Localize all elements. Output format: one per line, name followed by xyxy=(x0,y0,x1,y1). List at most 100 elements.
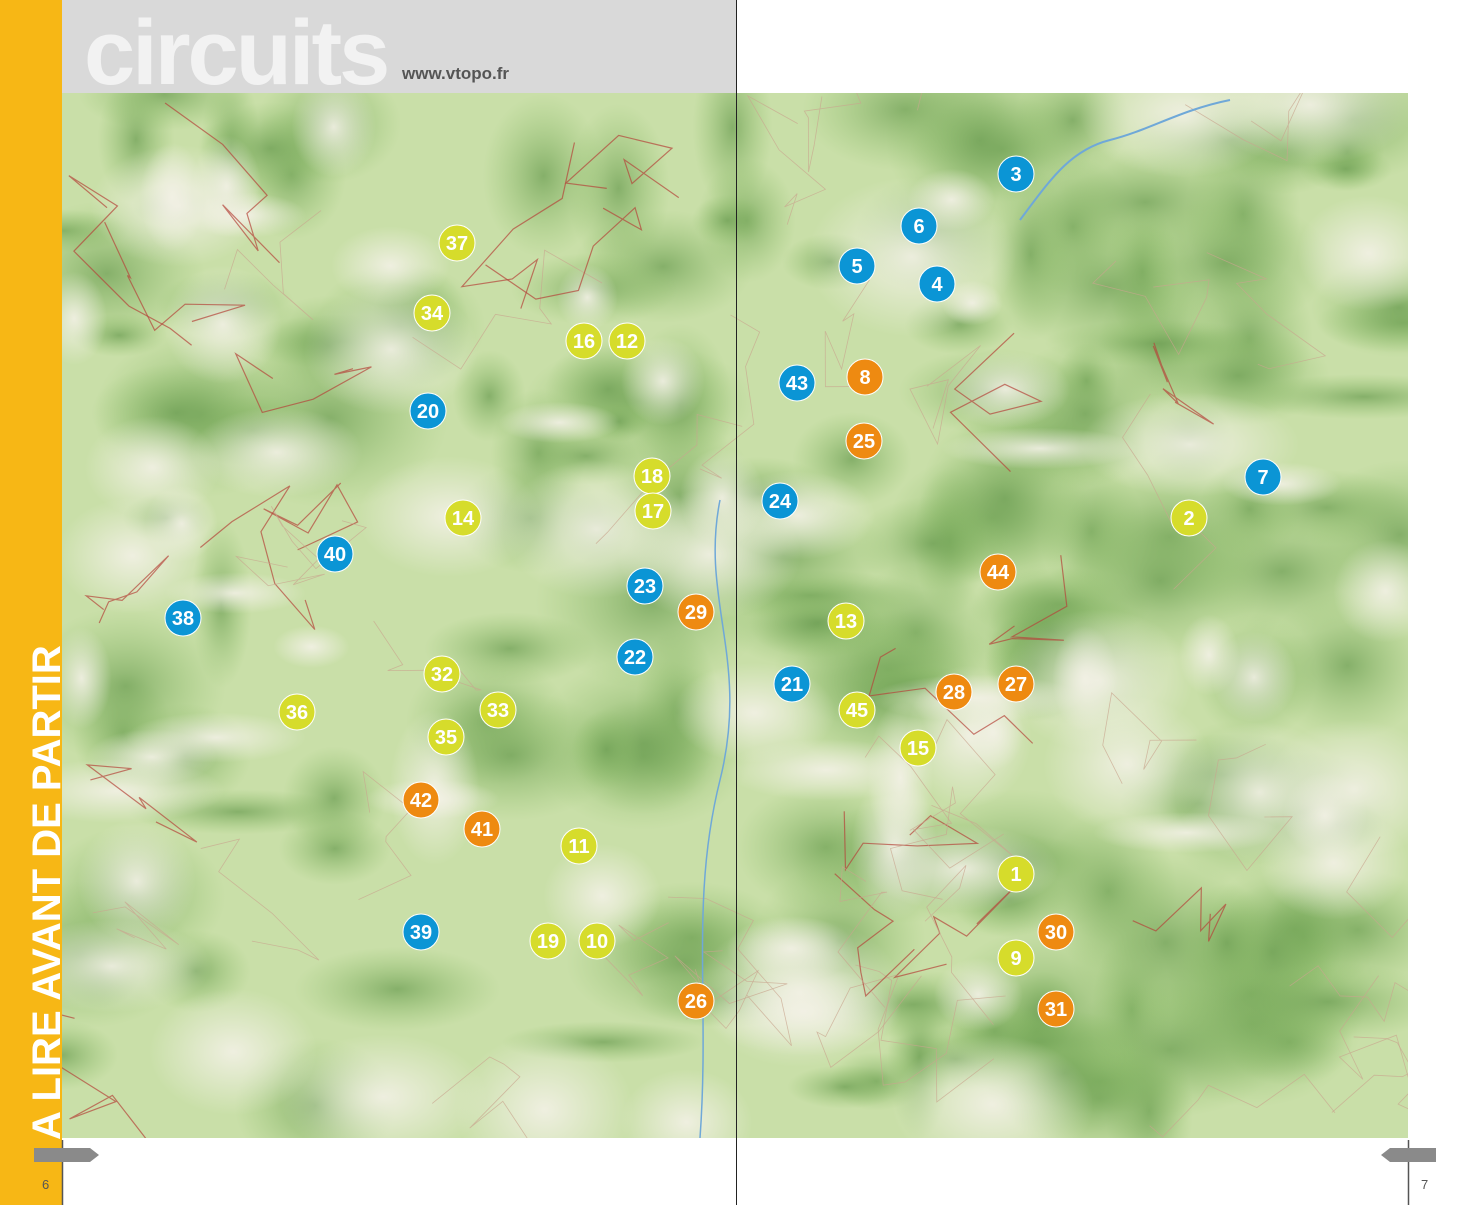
road xyxy=(200,838,320,961)
route-marker: 33 xyxy=(479,691,517,729)
open-land xyxy=(620,1069,753,1138)
marker-label: 5 xyxy=(851,256,862,278)
open-land xyxy=(891,1035,1094,1138)
marker-dot xyxy=(997,665,1035,703)
route-marker: 43 xyxy=(778,364,816,402)
marker-dot xyxy=(423,655,461,693)
road xyxy=(824,279,873,388)
route-marker: 14 xyxy=(444,499,482,537)
open-land xyxy=(498,401,621,444)
marker-dot xyxy=(900,207,938,245)
road xyxy=(699,314,761,479)
marker-label: 27 xyxy=(1005,674,1027,696)
marker-label: 30 xyxy=(1045,922,1067,944)
marker-dot xyxy=(1244,458,1282,496)
route-marker: 35 xyxy=(427,718,465,756)
open-land xyxy=(502,459,691,599)
open-land xyxy=(941,427,1139,470)
open-land xyxy=(139,142,205,252)
marker-label: 15 xyxy=(907,738,929,760)
page-number: 6 xyxy=(42,1177,49,1192)
marker-dot xyxy=(529,922,567,960)
route-marker: 18 xyxy=(633,457,671,495)
open-land xyxy=(62,271,108,366)
road xyxy=(234,352,372,414)
marker-dot xyxy=(164,599,202,637)
header-url: www.vtopo.fr xyxy=(401,64,509,83)
route-marker: 20 xyxy=(409,392,447,430)
road xyxy=(358,770,412,901)
open-land xyxy=(941,280,1003,326)
marker-label: 13 xyxy=(835,611,857,633)
route-marker: 4 xyxy=(918,265,956,303)
open-land xyxy=(62,497,209,614)
marker-label: 29 xyxy=(685,602,707,624)
road xyxy=(164,102,280,264)
open-land xyxy=(1222,462,1342,506)
marker-label: 34 xyxy=(421,303,444,325)
marker-label: 41 xyxy=(471,819,493,841)
marker-label: 6 xyxy=(913,216,924,238)
marker-dot xyxy=(626,567,664,605)
open-land xyxy=(191,407,363,498)
relief xyxy=(482,93,605,258)
road xyxy=(868,647,1034,744)
road xyxy=(92,901,180,950)
open-land xyxy=(273,625,350,669)
route-marker: 40 xyxy=(316,535,354,573)
marker-dot xyxy=(479,691,517,729)
open-land xyxy=(62,627,112,730)
open-land xyxy=(149,988,318,1116)
open-land xyxy=(556,264,618,331)
road xyxy=(85,764,198,843)
route-marker: 11 xyxy=(560,827,598,865)
relief xyxy=(691,194,764,246)
route-marker: 42 xyxy=(402,781,440,819)
marker-label: 3 xyxy=(1010,164,1021,186)
signpost-arrow-right xyxy=(1381,1148,1436,1162)
open-land xyxy=(1178,614,1240,696)
marker-dot xyxy=(565,322,603,360)
road xyxy=(431,1056,528,1138)
road xyxy=(931,718,1015,858)
route-marker: 6 xyxy=(900,207,938,245)
route-marker: 31 xyxy=(1037,990,1075,1028)
open-land xyxy=(696,917,903,1068)
open-land xyxy=(84,416,221,520)
marker-label: 19 xyxy=(537,931,559,953)
marker-dot xyxy=(997,939,1035,977)
marker-dot xyxy=(438,224,476,262)
marker-label: 23 xyxy=(634,576,656,598)
open-land xyxy=(62,758,226,824)
road xyxy=(605,922,669,997)
road xyxy=(485,206,643,300)
route-marker: 30 xyxy=(1037,913,1075,951)
open-land xyxy=(455,1033,634,1138)
marker-label: 2 xyxy=(1183,508,1194,530)
road xyxy=(104,221,246,332)
road xyxy=(84,555,170,624)
road xyxy=(412,249,603,370)
river xyxy=(699,499,731,1138)
marker-dot xyxy=(1170,499,1208,537)
marker-dot xyxy=(560,827,598,865)
open-land xyxy=(1004,609,1194,752)
open-land xyxy=(164,265,282,384)
road xyxy=(1353,1036,1408,1110)
marker-dot xyxy=(1037,913,1075,951)
route-marker: 10 xyxy=(578,922,616,960)
road xyxy=(834,873,915,998)
marker-label: 37 xyxy=(446,233,468,255)
route-marker: 36 xyxy=(278,693,316,731)
marker-label: 25 xyxy=(853,431,875,453)
road xyxy=(1346,836,1408,939)
road xyxy=(1185,93,1303,162)
route-marker: 26 xyxy=(677,982,715,1020)
marker-dot xyxy=(997,855,1035,893)
relief xyxy=(294,946,501,1032)
road xyxy=(674,950,788,1004)
open-land xyxy=(905,665,1032,808)
route-marker: 17 xyxy=(634,492,672,530)
